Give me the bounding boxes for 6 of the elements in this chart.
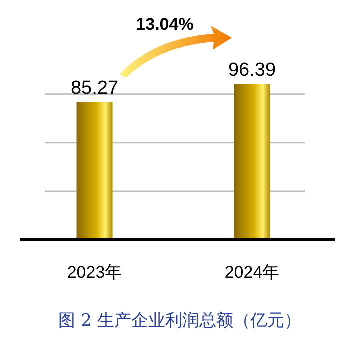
data-label: 96.39 <box>228 60 276 81</box>
x-tick-label: 2024年 <box>224 263 280 282</box>
x-tick-label: 2023年 <box>67 263 122 282</box>
text: 图 2 生产企业利润总额（亿元） <box>58 311 302 331</box>
text: 13.04% <box>136 15 194 34</box>
data-label: 85.27 <box>70 78 119 99</box>
